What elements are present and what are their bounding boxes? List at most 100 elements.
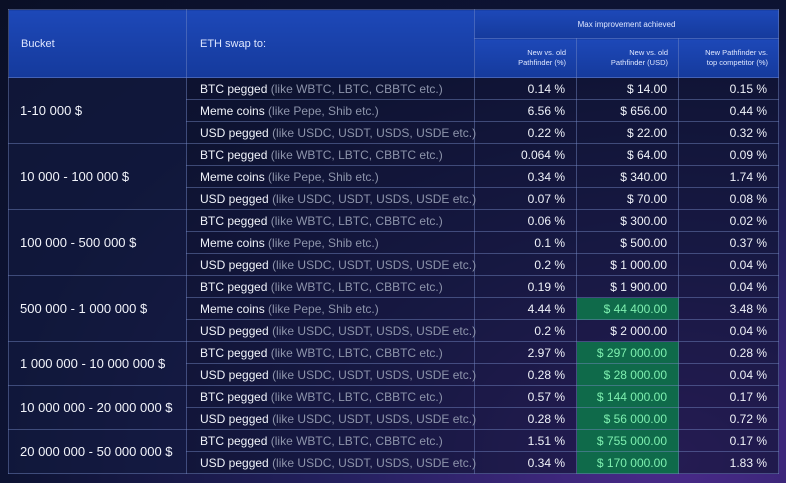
table-row: USD pegged (like USDC, USDT, USDS, USDE … (9, 319, 780, 342)
table-row: USD pegged (like USDC, USDT, USDS, USDE … (9, 363, 780, 386)
improvement-pct-cell: 0.28 % (474, 407, 577, 430)
bucket-label: 10 000 - 100 000 $ (8, 143, 187, 210)
improvement-pct-cell: 0.06 % (474, 209, 577, 232)
swap-target-examples: (like USDC, USDT, USDS, USDE etc.) (272, 411, 477, 426)
swap-target-examples: (like WBTC, LBTC, CBBTC etc.) (270, 213, 443, 228)
bucket-label: 100 000 - 500 000 $ (8, 209, 187, 276)
improvement-usd-cell: $ 44 400.00 (576, 297, 679, 320)
improvement-usd-cell: $ 1 000.00 (576, 253, 679, 276)
improvement-pct-cell: 0.2 % (474, 319, 577, 342)
improvement-pct-cell: 0.07 % (474, 187, 577, 210)
improvement-pct-cell: 1.51 % (474, 429, 577, 452)
swap-target: Meme coins (like Pepe, Shib etc.) (186, 231, 475, 254)
swap-target-type: Meme coins (200, 103, 265, 118)
swap-target-type: USD pegged (200, 455, 269, 470)
swap-target-type: Meme coins (200, 235, 265, 250)
swap-target: USD pegged (like USDC, USDT, USDS, USDE … (186, 363, 477, 386)
swap-target-examples: (like WBTC, LBTC, CBBTC etc.) (270, 81, 443, 96)
header-col-new-vs-old-usd: New vs. old Pathfinder (USD) (576, 38, 679, 78)
improvement-usd-cell: $ 656.00 (576, 99, 679, 122)
improvement-table: Bucket ETH swap to: Max improvement achi… (8, 9, 780, 474)
swap-target-examples: (like WBTC, LBTC, CBBTC etc.) (270, 279, 443, 294)
swap-target: BTC pegged (like WBTC, LBTC, CBBTC etc.) (186, 275, 475, 298)
vs-competitor-pct-cell: 0.15 % (677, 77, 780, 100)
swap-target: Meme coins (like Pepe, Shib etc.) (186, 165, 475, 188)
header-col-vs-competitor-line2: top competitor (%) (706, 58, 769, 67)
improvement-pct-cell: 4.44 % (474, 297, 577, 320)
bucket-label: 1-10 000 $ (8, 77, 187, 144)
table-row: Meme coins (like Pepe, Shib etc.) 0.1 % $ … (9, 231, 780, 254)
header-eth-swap: ETH swap to: (186, 9, 475, 78)
improvement-pct-cell: 0.57 % (474, 385, 577, 408)
improvement-pct-cell: 0.34 % (474, 451, 577, 474)
improvement-pct-cell: 0.064 % (474, 143, 577, 166)
vs-competitor-pct-cell: 0.17 % (677, 429, 780, 452)
header-col-vs-competitor: New Pathfinder vs. top competitor (%) (677, 38, 780, 78)
improvement-pct-cell: 0.1 % (474, 231, 577, 254)
swap-target-examples: (like Pepe, Shib etc.) (268, 103, 379, 118)
improvement-usd-cell: $ 70.00 (576, 187, 679, 210)
swap-target: BTC pegged (like WBTC, LBTC, CBBTC etc.) (186, 143, 475, 166)
table-row: 100 000 - 500 000 $ BTC pegged (like WBTC… (8, 209, 780, 276)
improvement-usd-cell: $ 170 000.00 (576, 451, 679, 474)
swap-target-examples: (like USDC, USDT, USDS, USDE etc.) (272, 191, 477, 206)
swap-target: BTC pegged (like WBTC, LBTC, CBBTC etc.) (186, 429, 475, 452)
improvement-usd-cell: $ 300.00 (576, 209, 679, 232)
table-row: Meme coins (like Pepe, Shib etc.) 4.44 % $… (9, 297, 780, 320)
table-row: Meme coins (like Pepe, Shib etc.) 6.56 % $… (9, 99, 780, 122)
swap-target: USD pegged (like USDC, USDT, USDS, USDE … (186, 121, 476, 144)
improvement-usd-cell: $ 340.00 (576, 165, 679, 188)
swap-target-examples: (like Pepe, Shib etc.) (268, 235, 379, 250)
swap-target-type: BTC pegged (200, 279, 268, 294)
swap-target-type: BTC pegged (200, 389, 268, 404)
table-row: USD pegged (like USDC, USDT, USDS, USDE … (9, 407, 780, 430)
table-row: USD pegged (like USDC, USDT, USDS, USDE … (9, 451, 780, 474)
improvement-usd-cell: $ 1 900.00 (576, 275, 679, 298)
vs-competitor-pct-cell: 0.09 % (677, 143, 780, 166)
bucket-label: 1 000 000 - 10 000 000 $ (8, 341, 187, 386)
swap-target: BTC pegged (like WBTC, LBTC, CBBTC etc.) (186, 341, 475, 364)
improvement-usd-cell: $ 2 000.00 (576, 319, 679, 342)
swap-target-examples: (like WBTC, LBTC, CBBTC etc.) (270, 345, 443, 360)
table-row: 10 000 000 - 20 000 000 $ BTC pegged (lik… (8, 385, 780, 430)
swap-target-type: BTC pegged (200, 147, 268, 162)
improvement-usd-cell: $ 297 000.00 (576, 341, 679, 364)
improvement-pct-cell: 6.56 % (474, 99, 577, 122)
vs-competitor-pct-cell: 0.04 % (677, 363, 780, 386)
swap-target-type: Meme coins (200, 169, 265, 184)
improvement-usd-cell: $ 500.00 (576, 231, 679, 254)
swap-target-type: USD pegged (200, 411, 269, 426)
bucket-label: 10 000 000 - 20 000 000 $ (8, 385, 187, 430)
vs-competitor-pct-cell: 0.32 % (677, 121, 780, 144)
swap-target: Meme coins (like Pepe, Shib etc.) (186, 99, 475, 122)
vs-competitor-pct-cell: 1.74 % (677, 165, 780, 188)
swap-target-type: BTC pegged (200, 213, 268, 228)
swap-target: BTC pegged (like WBTC, LBTC, CBBTC etc.) (186, 385, 475, 408)
swap-target: BTC pegged (like WBTC, LBTC, CBBTC etc.) (186, 209, 475, 232)
swap-target-examples: (like WBTC, LBTC, CBBTC etc.) (270, 389, 443, 404)
table-row: 10 000 - 100 000 $ BTC pegged (like WBTC,… (8, 143, 780, 210)
swap-target-examples: (like Pepe, Shib etc.) (268, 169, 379, 184)
improvement-usd-cell: $ 64.00 (576, 143, 679, 166)
header-col-new-vs-old-usd-line1: New vs. old (629, 48, 668, 57)
improvement-pct-cell: 0.14 % (474, 77, 577, 100)
improvement-pct-cell: 0.34 % (474, 165, 577, 188)
swap-target-type: BTC pegged (200, 345, 268, 360)
swap-target: BTC pegged (like WBTC, LBTC, CBBTC etc.) (186, 77, 475, 100)
vs-competitor-pct-cell: 0.37 % (677, 231, 780, 254)
vs-competitor-pct-cell: 0.04 % (677, 253, 780, 276)
improvement-usd-cell: $ 755 000.00 (576, 429, 679, 452)
header-col-new-vs-old-usd-line2: Pathfinder (USD) (610, 58, 668, 67)
vs-competitor-pct-cell: 0.04 % (677, 275, 780, 298)
table-row: 1 000 000 - 10 000 000 $ BTC pegged (like… (8, 341, 780, 386)
vs-competitor-pct-cell: 0.44 % (677, 99, 780, 122)
swap-target-examples: (like USDC, USDT, USDS, USDE etc.) (272, 367, 477, 382)
improvement-usd-cell: $ 144 000.00 (576, 385, 679, 408)
swap-target: USD pegged (like USDC, USDT, USDS, USDE … (186, 253, 476, 276)
table-row: 1-10 000 $ BTC pegged (like WBTC, LBTC, C… (8, 77, 780, 144)
improvement-pct-cell: 2.97 % (474, 341, 577, 364)
vs-competitor-pct-cell: 0.28 % (677, 341, 780, 364)
header-col-new-vs-old-pct-line1: New vs. old (527, 48, 566, 57)
improvement-usd-cell: $ 14.00 (576, 77, 679, 100)
header-col-new-vs-old-pct: New vs. old Pathfinder (%) (474, 38, 577, 78)
